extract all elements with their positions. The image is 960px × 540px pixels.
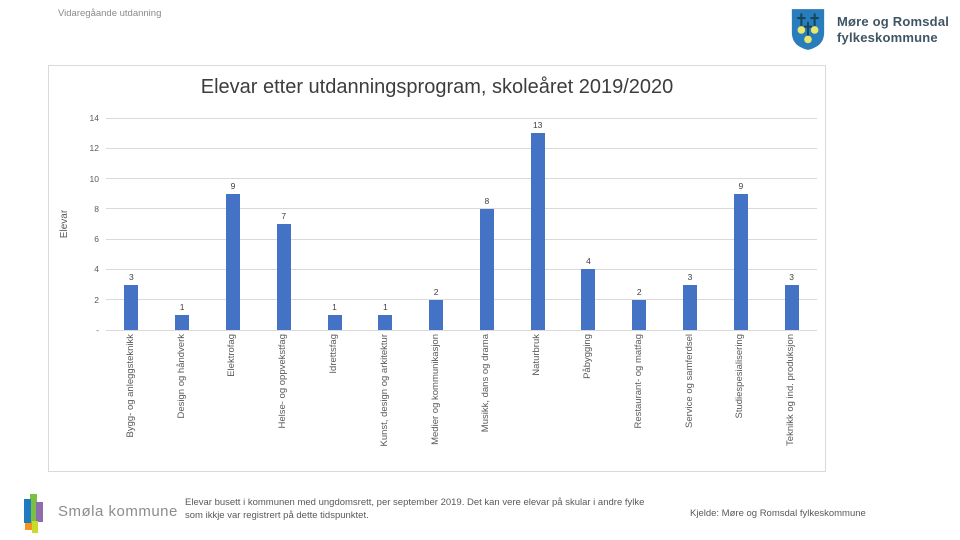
data-label: 7 <box>281 211 287 221</box>
coat-of-arms-icon <box>791 9 825 50</box>
x-label-cell: Studiespesialisering <box>715 334 766 468</box>
x-axis-labels: Bygg- og anleggsteknikk Design og håndver… <box>106 334 817 468</box>
gridline <box>106 238 817 240</box>
bar-9 <box>530 133 545 330</box>
x-axis-label: Naturbruk <box>531 334 543 376</box>
x-label-cell: Naturbruk <box>512 334 563 468</box>
x-axis-label: Teknikk og ind. produksjon <box>785 334 797 446</box>
logo-bar-lime <box>32 521 38 533</box>
x-label-cell: Idrettsfag <box>309 334 360 468</box>
gridline <box>106 117 817 119</box>
data-label: 9 <box>230 180 236 191</box>
data-label: 9 <box>738 180 744 191</box>
data-label: 3 <box>789 271 794 282</box>
x-label-cell: Teknikk og ind. produksjon <box>766 334 817 468</box>
gridline <box>106 208 817 210</box>
gridline <box>106 178 817 180</box>
org-name-line2: fylkeskommune <box>837 29 938 45</box>
x-label-cell: Elektrofag <box>208 334 259 468</box>
logo-bar-purple <box>36 502 43 522</box>
bar-3 <box>225 193 240 330</box>
data-label: 4 <box>586 256 591 267</box>
bar-11 <box>632 299 647 330</box>
gridline <box>106 147 817 149</box>
gridline <box>106 268 817 270</box>
gridline <box>106 299 817 301</box>
bar-1 <box>124 284 139 330</box>
plot-area: 3 1 9 7 1 1 2 8 13 4 2 3 9 3 <box>106 117 817 331</box>
bar-5 <box>327 314 342 330</box>
bar-7 <box>429 299 444 330</box>
x-label-cell: Kunst, design og arkitektur <box>360 334 411 468</box>
y-tick-label: 10 <box>89 173 99 184</box>
logo-bar-green <box>30 494 37 524</box>
x-axis-label: Service og samferdsel <box>683 334 695 428</box>
y-tick-label: 2 <box>94 294 99 305</box>
bar-12 <box>683 284 698 330</box>
x-label-cell: Service og samferdsel <box>665 334 716 468</box>
y-tick-label: 6 <box>94 234 99 245</box>
data-label: 8 <box>484 195 490 206</box>
data-label: 1 <box>332 301 337 312</box>
x-axis-label: Påbygging <box>581 334 593 379</box>
x-axis-label: Elektrofag <box>226 334 238 377</box>
bar-10 <box>581 269 596 330</box>
x-axis-label: Studiespesialisering <box>734 334 746 419</box>
x-axis-label: Helse- og oppvekstfag <box>277 334 289 429</box>
x-label-cell: Musikk, dans og drama <box>461 334 512 468</box>
x-label-cell: Medier og kommunikasjon <box>411 334 462 468</box>
data-label: 13 <box>532 120 543 131</box>
data-label: 3 <box>129 271 134 282</box>
x-label-cell: Design og håndverk <box>157 334 208 468</box>
logo-bar-blue <box>24 499 31 523</box>
bar-13 <box>733 193 748 330</box>
y-tick-label: - <box>96 325 99 335</box>
data-label: 2 <box>433 286 439 297</box>
y-tick-label: 12 <box>89 143 99 154</box>
y-tick-label: 8 <box>94 203 99 214</box>
x-axis-label: Design og håndverk <box>175 334 187 419</box>
data-label: 1 <box>179 301 185 312</box>
chart-card: Elevar etter utdanningsprogram, skoleåre… <box>48 65 826 472</box>
org-name: Møre og Romsdal fylkeskommune <box>837 14 949 46</box>
bar-8 <box>479 208 494 330</box>
gridline <box>106 329 817 331</box>
x-axis-label: Musikk, dans og drama <box>480 334 492 433</box>
x-axis-label: Restaurant- og matfag <box>632 334 644 429</box>
data-label: 2 <box>636 286 642 297</box>
bar-6 <box>378 314 393 330</box>
x-axis-label: Medier og kommunikasjon <box>429 334 441 445</box>
org-brand: Møre og Romsdal fylkeskommune <box>789 7 949 52</box>
x-axis-label: Bygg- og anleggsteknikk <box>124 334 136 438</box>
chart-title: Elevar etter utdanningsprogram, skoleåre… <box>200 76 674 98</box>
logo-bar-orange <box>25 523 33 530</box>
data-label: 3 <box>687 271 693 282</box>
bar-2 <box>175 314 190 330</box>
municipality-name: Smøla kommune <box>58 503 178 520</box>
org-name-line1: Møre og Romsdal <box>837 13 950 29</box>
x-label-cell: Påbygging <box>563 334 614 468</box>
y-tick-label: 4 <box>94 264 99 275</box>
x-axis-label: Kunst, design og arkitektur <box>378 334 390 447</box>
municipality-logo-icon <box>24 494 46 534</box>
bar-14 <box>784 284 799 330</box>
source-credit: Kjelde: Møre og Romsdal fylkeskommune <box>690 508 866 519</box>
data-label: 1 <box>382 301 388 312</box>
breadcrumb: Vidaregåande utdanning <box>58 8 162 19</box>
y-tick-label: 14 <box>89 113 99 123</box>
x-label-cell: Helse- og oppvekstfag <box>258 334 309 468</box>
x-axis-label: Idrettsfag <box>328 334 340 374</box>
x-label-cell: Bygg- og anleggsteknikk <box>106 334 157 468</box>
x-label-cell: Restaurant- og matfag <box>614 334 665 468</box>
footnote: Elevar busett i kommunen med ungdomsrett… <box>185 497 645 522</box>
bar-4 <box>276 224 291 330</box>
